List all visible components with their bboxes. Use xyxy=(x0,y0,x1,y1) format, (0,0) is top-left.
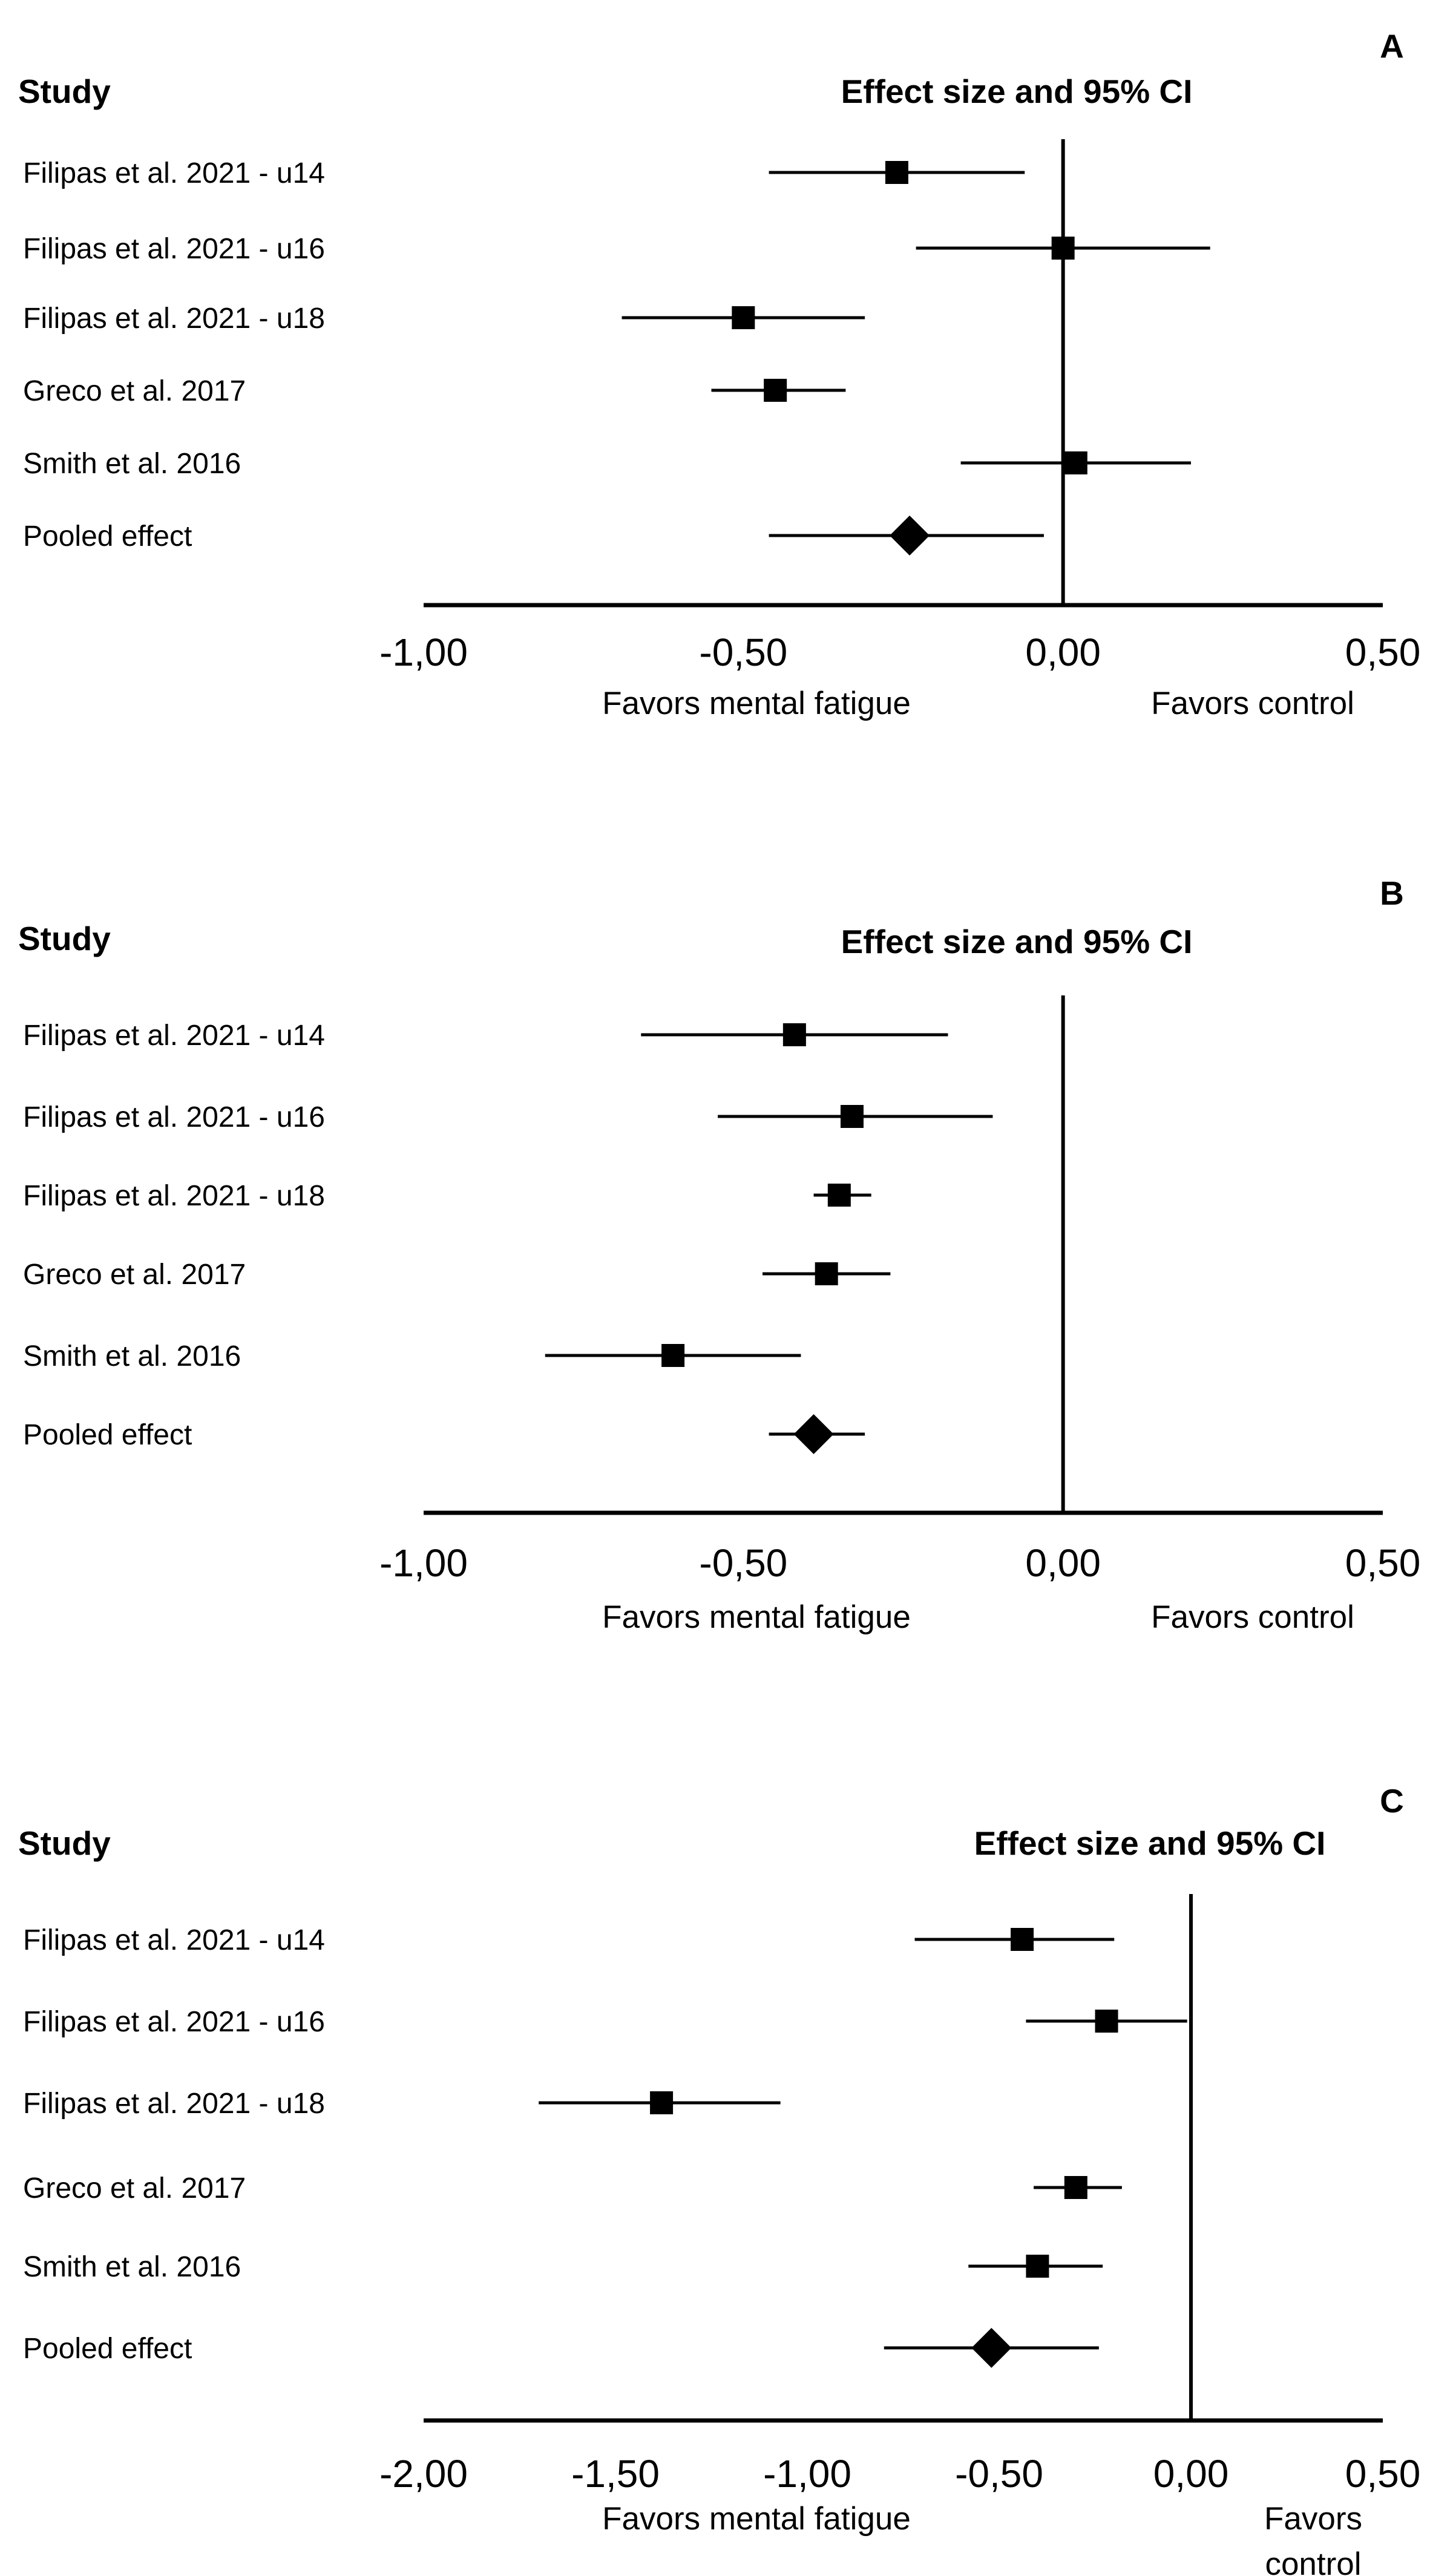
effect-estimate-square xyxy=(732,306,755,329)
x-tick-label: 0,00 xyxy=(1153,2452,1229,2496)
study-label: Pooled effect xyxy=(23,2333,192,2365)
study-label: Filipas et al. 2021 - u14 xyxy=(23,1020,325,1052)
forest-panel-a: A Study Effect size and 95% CI -1,00 -0,50 0,… xyxy=(18,27,1420,721)
chart-title: Effect size and 95% CI xyxy=(974,1824,1326,1862)
x-tick-label: 0,50 xyxy=(1345,631,1421,674)
effect-estimate-square xyxy=(1064,451,1087,474)
favors-left-label: Favors mental fatigue xyxy=(602,686,911,721)
panel-label: A xyxy=(1380,27,1404,65)
chart-title: Effect size and 95% CI xyxy=(841,923,1193,960)
study-label: Filipas et al. 2021 - u18 xyxy=(23,303,325,335)
x-tick-label: -1,00 xyxy=(763,2452,851,2496)
effect-estimate-square xyxy=(815,1262,838,1285)
study-label: Filipas et al. 2021 - u18 xyxy=(23,2088,325,2120)
study-label: Filipas et al. 2021 - u18 xyxy=(23,1180,325,1212)
study-label: Filipas et al. 2021 - u14 xyxy=(23,157,325,189)
study-label: Greco et al. 2017 xyxy=(23,1259,246,1291)
study-label: Greco et al. 2017 xyxy=(23,2172,246,2204)
x-tick-label: 0,50 xyxy=(1345,2452,1421,2496)
study-label: Smith et al. 2016 xyxy=(23,1340,241,1372)
study-label: Filipas et al. 2021 - u14 xyxy=(23,1924,325,1956)
forest-panel-b: B Study Effect size and 95% CI -1,00 -0,50 0,… xyxy=(18,874,1420,1635)
effect-estimate-square xyxy=(661,1344,685,1367)
x-tick-label: -0,50 xyxy=(699,1541,787,1585)
study-label: Pooled effect xyxy=(23,520,192,552)
study-column-header: Study xyxy=(18,73,111,110)
forest-panel-c: C Study Effect size and 95% CI -2,00 -1,50 -1… xyxy=(18,1782,1420,2576)
effect-estimate-square xyxy=(1011,1928,1034,1951)
x-tick-label: 0,50 xyxy=(1345,1541,1421,1585)
panel-label: B xyxy=(1380,874,1404,912)
study-column-header: Study xyxy=(18,920,111,957)
study-column-header: Study xyxy=(18,1824,111,1862)
effect-estimate-square xyxy=(764,379,787,402)
chart-title: Effect size and 95% CI xyxy=(841,73,1193,110)
favors-right-label: Favors control xyxy=(1151,686,1354,721)
effect-estimate-square xyxy=(650,2091,674,2114)
x-tick-label: -2,00 xyxy=(379,2452,468,2496)
study-label: Filipas et al. 2021 - u16 xyxy=(23,2006,325,2038)
effect-estimate-square xyxy=(1095,2010,1118,2033)
study-label: Pooled effect xyxy=(23,1419,192,1451)
effect-estimate-square xyxy=(782,1023,806,1046)
effect-estimate-square xyxy=(885,161,908,184)
effect-estimate-square xyxy=(827,1184,851,1207)
effect-estimate-square xyxy=(1026,2255,1049,2278)
x-tick-label: -0,50 xyxy=(955,2452,1043,2496)
x-tick-label: -1,50 xyxy=(571,2452,660,2496)
effect-estimate-square xyxy=(1064,2176,1087,2199)
pooled-effect-diamond xyxy=(890,516,930,556)
favors-right-label: Favors control xyxy=(1264,2501,1362,2576)
study-label: Smith et al. 2016 xyxy=(23,2251,241,2283)
x-tick-label: 0,00 xyxy=(1025,631,1101,674)
effect-estimate-square xyxy=(1051,237,1075,260)
x-tick-label: 0,00 xyxy=(1025,1541,1101,1585)
x-tick-label: -1,00 xyxy=(379,1541,468,1585)
pooled-effect-diamond xyxy=(793,1414,834,1454)
favors-right-label: Favors control xyxy=(1151,1599,1354,1635)
panel-label: C xyxy=(1380,1782,1404,1820)
x-tick-label: -1,00 xyxy=(379,631,468,674)
study-label: Greco et al. 2017 xyxy=(23,375,246,407)
favors-left-label: Favors mental fatigue xyxy=(602,2501,911,2537)
favors-left-label: Favors mental fatigue xyxy=(602,1599,911,1635)
pooled-effect-diamond xyxy=(971,2328,1012,2368)
study-label: Filipas et al. 2021 - u16 xyxy=(23,233,325,265)
x-tick-label: -0,50 xyxy=(699,631,787,674)
study-label: Filipas et al. 2021 - u16 xyxy=(23,1101,325,1133)
effect-estimate-square xyxy=(840,1105,864,1128)
study-label: Smith et al. 2016 xyxy=(23,448,241,480)
